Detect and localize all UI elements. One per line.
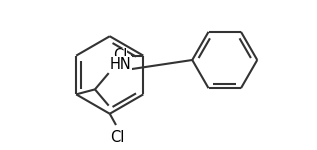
Text: Cl: Cl [110, 130, 125, 146]
Text: Cl: Cl [113, 48, 127, 63]
Text: HN: HN [110, 57, 132, 72]
